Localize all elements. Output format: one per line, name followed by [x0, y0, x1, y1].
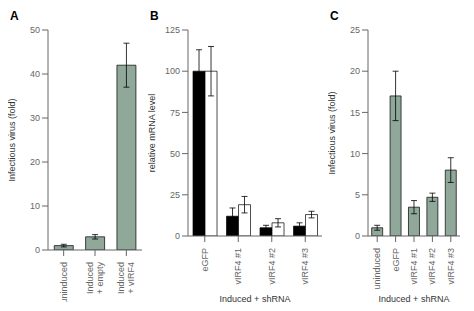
svg-text:Infectious virus (fold): Infectious virus (fold): [8, 98, 17, 181]
svg-text:vIRF4 #2: vIRF4 #2: [267, 248, 277, 285]
svg-text:eGFP: eGFP: [391, 248, 401, 272]
svg-text:50: 50: [30, 25, 40, 35]
svg-text:Induced + shRNA: Induced + shRNA: [379, 294, 450, 302]
html-text:A: A: [10, 9, 19, 23]
svg-text:20: 20: [30, 157, 40, 167]
svg-text:vIRF4 #1: vIRF4 #1: [233, 248, 243, 285]
svg-text:30: 30: [30, 113, 40, 123]
svg-text:Induced+ empty: Induced+ empty: [85, 262, 105, 295]
svg-text:relative mRNA level: relative mRNA level: [148, 94, 157, 173]
svg-text:5: 5: [355, 190, 360, 200]
svg-text:50: 50: [170, 149, 180, 159]
svg-text:75: 75: [170, 108, 180, 118]
svg-text:vIRF4 #3: vIRF4 #3: [446, 248, 456, 285]
svg-text:10: 10: [350, 149, 360, 159]
html-text:B: B: [150, 9, 159, 23]
svg-text:uninduced: uninduced: [59, 262, 69, 302]
svg-text:25: 25: [350, 25, 360, 35]
svg-text:100: 100: [165, 66, 180, 76]
svg-text:10: 10: [30, 201, 40, 211]
svg-text:vIRF4 #2: vIRF4 #2: [427, 248, 437, 285]
svg-text:15: 15: [350, 108, 360, 118]
svg-text:vIRF4 #3: vIRF4 #3: [300, 248, 310, 285]
svg-text:0: 0: [355, 231, 360, 241]
svg-text:125: 125: [165, 25, 180, 35]
svg-text:uninduced: uninduced: [372, 248, 382, 290]
svg-text:Induced + shRNA: Induced + shRNA: [220, 294, 291, 302]
svg-text:40: 40: [30, 69, 40, 79]
html-text:C: C: [330, 9, 339, 23]
svg-text:Infectious virus (fold): Infectious virus (fold): [328, 91, 337, 174]
svg-text:20: 20: [350, 66, 360, 76]
svg-text:eGFP: eGFP: [200, 248, 210, 272]
svg-text:0: 0: [175, 231, 180, 241]
svg-text:25: 25: [170, 190, 180, 200]
svg-text:0: 0: [35, 245, 40, 255]
svg-text:Induced+ vIRF4: Induced+ vIRF4: [116, 262, 136, 294]
svg-text:vIRF4 #1: vIRF4 #1: [409, 248, 419, 285]
